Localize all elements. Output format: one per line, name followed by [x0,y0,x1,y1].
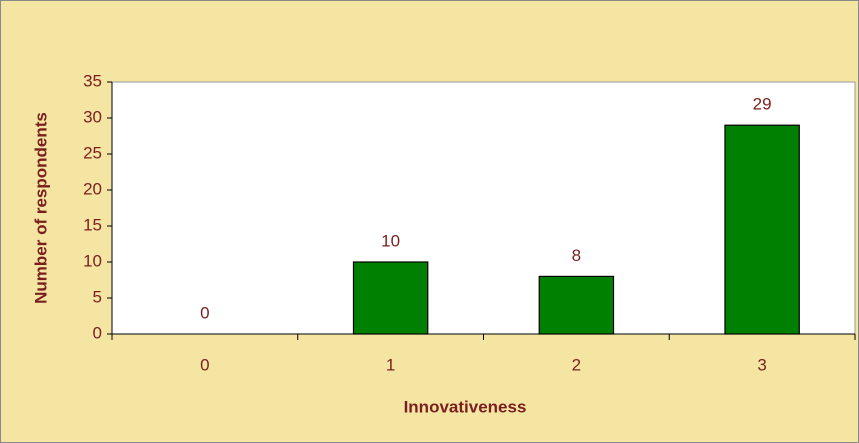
data-label: 10 [381,231,400,250]
y-tick-label: 30 [83,107,102,126]
data-label: 29 [753,95,772,114]
x-tick-label: 0 [200,355,209,374]
x-tick-label: 2 [572,355,581,374]
y-tick-label: 5 [93,287,102,306]
y-tick-label: 25 [83,143,102,162]
x-tick-label: 3 [757,355,766,374]
x-tick-label: 1 [386,355,395,374]
bar [724,124,800,335]
bar [538,275,615,335]
y-tick-label: 0 [93,323,102,342]
y-tick-label: 35 [83,71,102,90]
data-label: 8 [572,246,581,265]
x-axis-title: Innovativeness [404,397,527,416]
bar [352,261,429,335]
y-tick-label: 20 [83,179,102,198]
y-tick-label: 15 [83,215,102,234]
y-tick-label: 10 [83,251,102,270]
y-axis-title: Number of respondents [31,112,50,304]
data-label: 0 [200,303,209,322]
